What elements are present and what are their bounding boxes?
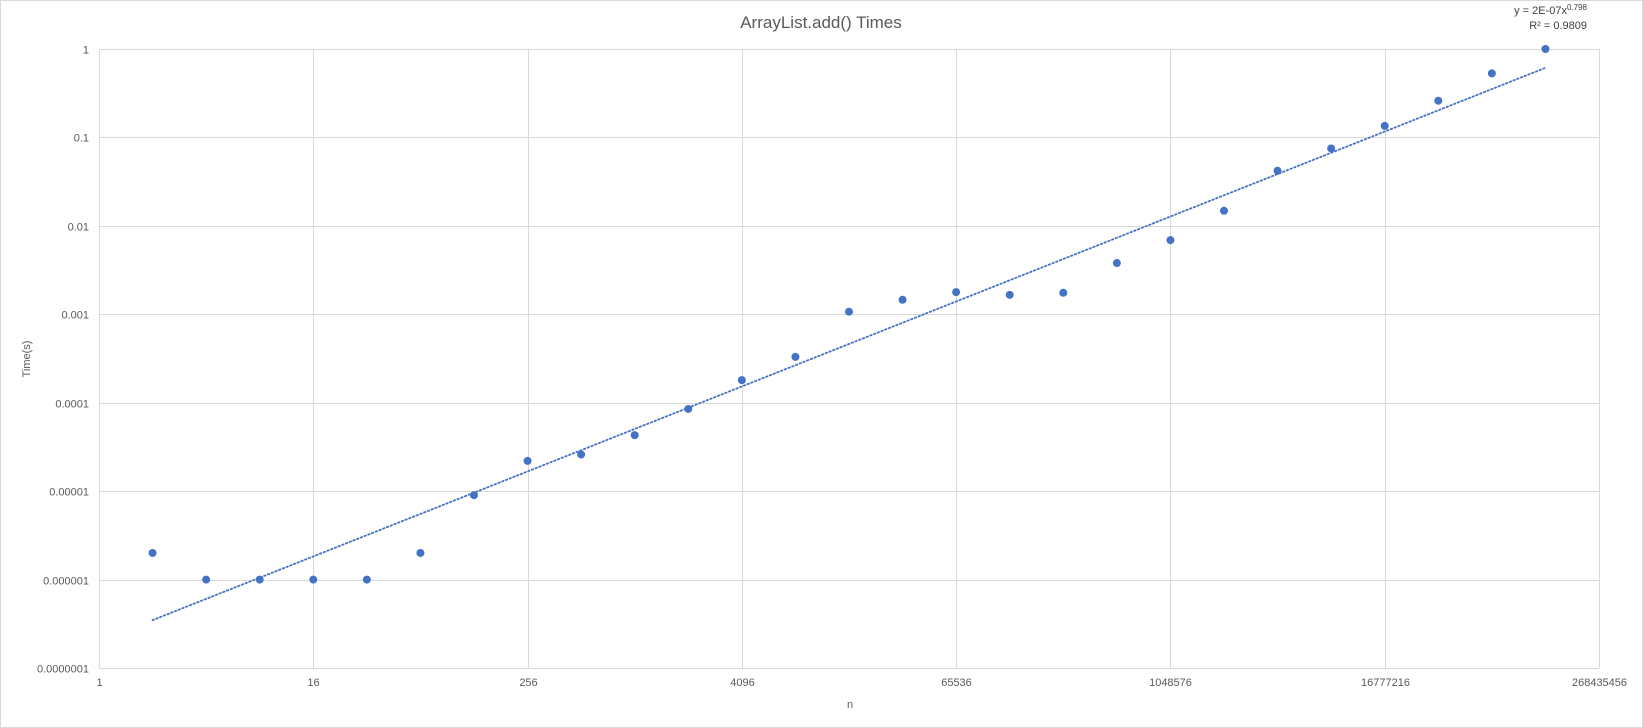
x-tick-label: 256 — [519, 677, 537, 689]
x-tick-label: 16 — [307, 677, 319, 689]
data-point — [791, 352, 800, 361]
chart-title: ArrayList.add() Times — [740, 13, 902, 32]
y-tick-label: 0.0000001 — [37, 664, 89, 676]
y-axis-label: Time(s) — [21, 341, 33, 378]
y-tick-label: 0.0001 — [55, 399, 89, 411]
data-point — [309, 575, 318, 584]
data-point — [845, 307, 853, 316]
data-point — [1541, 45, 1550, 53]
trendline — [151, 66, 1547, 622]
trendline-equation: y = 2E-07x0.798 — [1514, 3, 1587, 17]
data-point — [362, 575, 371, 584]
data-point — [1059, 288, 1068, 297]
data-point — [1112, 259, 1121, 268]
y-tick-label: 0.001 — [61, 310, 89, 322]
tick-labels-layer: 1 16 256 4096 65536 1048576 16777216 268435456 0… — [37, 45, 1627, 690]
x-tick-label: 1 — [96, 677, 102, 689]
data-point — [1273, 166, 1282, 175]
x-tick-label: 16777216 — [1361, 677, 1410, 689]
data-point — [1434, 96, 1443, 105]
x-tick-label: 1048576 — [1149, 677, 1192, 689]
data-point — [898, 295, 907, 304]
points-layer — [148, 45, 1550, 584]
trendline-r-squared: R² = 0.9809 — [1529, 20, 1587, 32]
data-point — [416, 548, 425, 557]
data-point — [1005, 290, 1014, 299]
y-tick-label: 0.00001 — [49, 487, 89, 499]
y-tick-label: 0.01 — [68, 222, 89, 234]
x-tick-label: 65536 — [941, 677, 972, 689]
data-point — [577, 450, 586, 459]
x-tick-label: 4096 — [730, 677, 754, 689]
data-point — [148, 548, 157, 557]
data-point — [1327, 144, 1336, 153]
y-tick-label: 0.1 — [74, 133, 89, 145]
y-tick-label: 1 — [83, 45, 89, 57]
grid-layer — [99, 49, 1600, 669]
data-point — [630, 431, 639, 440]
data-point — [1220, 206, 1228, 215]
x-axis-label: n — [847, 699, 853, 711]
data-point — [737, 376, 746, 385]
x-tick-label: 268435456 — [1572, 677, 1627, 689]
data-point — [952, 288, 961, 297]
data-point — [1380, 121, 1389, 130]
y-tick-label: 0.000001 — [43, 576, 89, 588]
trendline-layer — [151, 66, 1547, 622]
data-point — [470, 491, 478, 500]
data-point — [1166, 236, 1175, 245]
trendline-equation-prefix: y = 2E-07x — [1514, 5, 1567, 17]
trendline-equation-exponent: 0.798 — [1567, 3, 1588, 12]
data-point — [202, 575, 211, 584]
data-point — [1487, 69, 1496, 78]
data-point — [523, 456, 532, 465]
data-point — [684, 404, 693, 413]
data-point — [255, 575, 264, 584]
